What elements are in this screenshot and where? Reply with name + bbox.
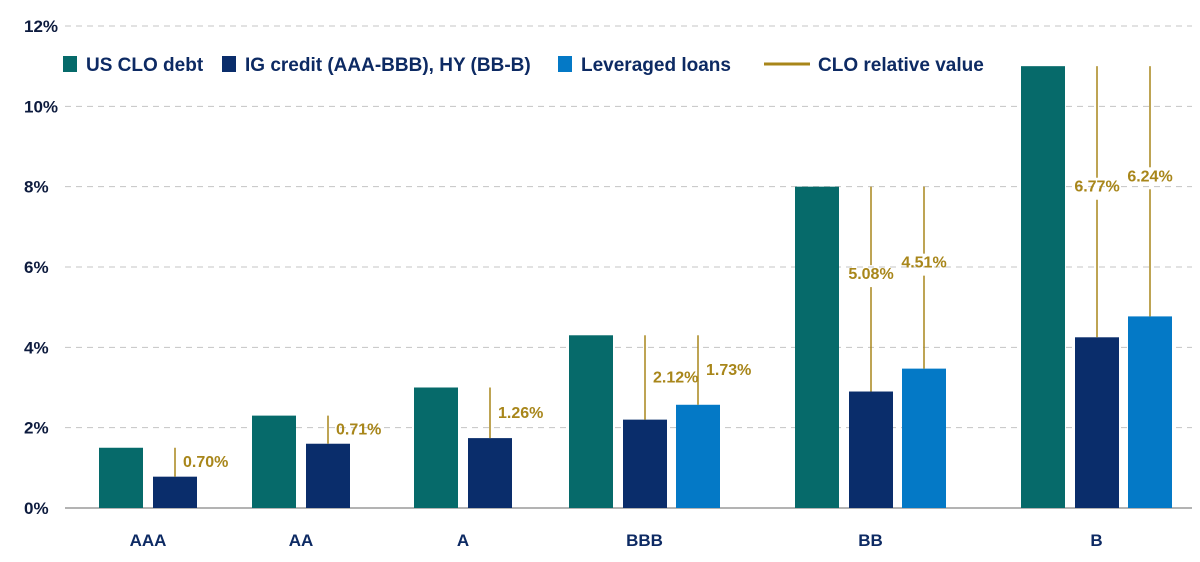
- legend-swatch-us-clo-debt: [63, 56, 77, 72]
- bar-bbb-series-1: [623, 419, 667, 508]
- bar-a-series-0: [414, 387, 458, 508]
- y-tick-label: 12%: [24, 17, 58, 36]
- legend-label-clo-relative-value: CLO relative value: [818, 55, 984, 76]
- x-axis-categories: AAA AA A BBB BB B: [130, 531, 1103, 550]
- y-tick-label: 4%: [24, 338, 49, 357]
- bar-bb-series-0: [795, 186, 839, 508]
- x-category-label: BBB: [626, 531, 663, 550]
- bar-aa-series-0: [252, 415, 296, 508]
- bar-aaa-series-1: [153, 476, 197, 508]
- y-tick-label: 6%: [24, 258, 49, 277]
- x-category-label: AA: [289, 531, 314, 550]
- legend-swatch-ig-hy-credit: [222, 56, 236, 72]
- bar-bb-series-1: [849, 391, 893, 508]
- y-tick-label: 2%: [24, 419, 49, 438]
- relative-value-label: 5.08%: [848, 266, 893, 283]
- bar-b-series-1: [1075, 337, 1119, 508]
- bar-b-series-2: [1128, 316, 1172, 508]
- bar-bbb-series-0: [569, 335, 613, 508]
- bar-b-series-0: [1021, 66, 1065, 509]
- relative-value-label: 6.24%: [1127, 168, 1172, 185]
- bar-bb-series-2: [902, 368, 946, 508]
- relative-value-label: 4.51%: [901, 255, 946, 272]
- legend: US CLO debt IG credit (AAA-BBB), HY (BB-…: [63, 55, 984, 76]
- y-tick-label: 0%: [24, 499, 49, 518]
- legend-label-leveraged-loans: Leveraged loans: [581, 55, 731, 76]
- relative-value-label: 1.26%: [498, 405, 543, 422]
- bar-aaa-series-0: [99, 447, 143, 508]
- x-category-label: A: [457, 531, 469, 550]
- x-category-label: BB: [858, 531, 883, 550]
- relative-value-label: 2.12%: [653, 369, 698, 386]
- relative-value-label: 0.71%: [336, 422, 381, 439]
- bar-bbb-series-2: [676, 404, 720, 508]
- x-category-label: B: [1090, 531, 1102, 550]
- x-category-label: AAA: [130, 531, 167, 550]
- relative-value-markers: 0.70% 0.71% 1.26% 2.12% 1.73% 5.08% 4.51% 6.77%…: [174, 66, 1173, 477]
- relative-value-label: 6.77%: [1074, 179, 1119, 196]
- relative-value-label: 1.73%: [706, 362, 751, 379]
- y-tick-label: 8%: [24, 178, 49, 197]
- y-tick-label: 10%: [24, 97, 58, 116]
- bar-a-series-1: [468, 438, 512, 508]
- y-axis-ticks: 0% 2% 4% 6% 8% 10% 12%: [24, 17, 58, 518]
- bars: [99, 66, 1172, 509]
- legend-label-ig-hy-credit: IG credit (AAA-BBB), HY (BB-B): [245, 55, 531, 76]
- legend-swatch-leveraged-loans: [558, 56, 572, 72]
- bar-aa-series-1: [306, 443, 350, 508]
- relative-value-label: 0.70%: [183, 454, 228, 471]
- legend-label-us-clo-debt: US CLO debt: [86, 55, 204, 76]
